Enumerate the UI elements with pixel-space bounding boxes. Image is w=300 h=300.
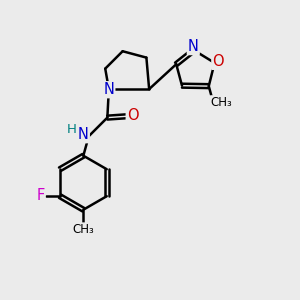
Text: N: N — [103, 82, 114, 97]
Text: CH₃: CH₃ — [211, 96, 232, 109]
Text: N: N — [78, 127, 89, 142]
Text: N: N — [188, 39, 199, 54]
Text: CH₃: CH₃ — [73, 223, 94, 236]
Text: O: O — [127, 108, 138, 123]
Text: O: O — [212, 54, 224, 69]
Text: F: F — [36, 188, 45, 203]
Text: H: H — [67, 123, 77, 136]
